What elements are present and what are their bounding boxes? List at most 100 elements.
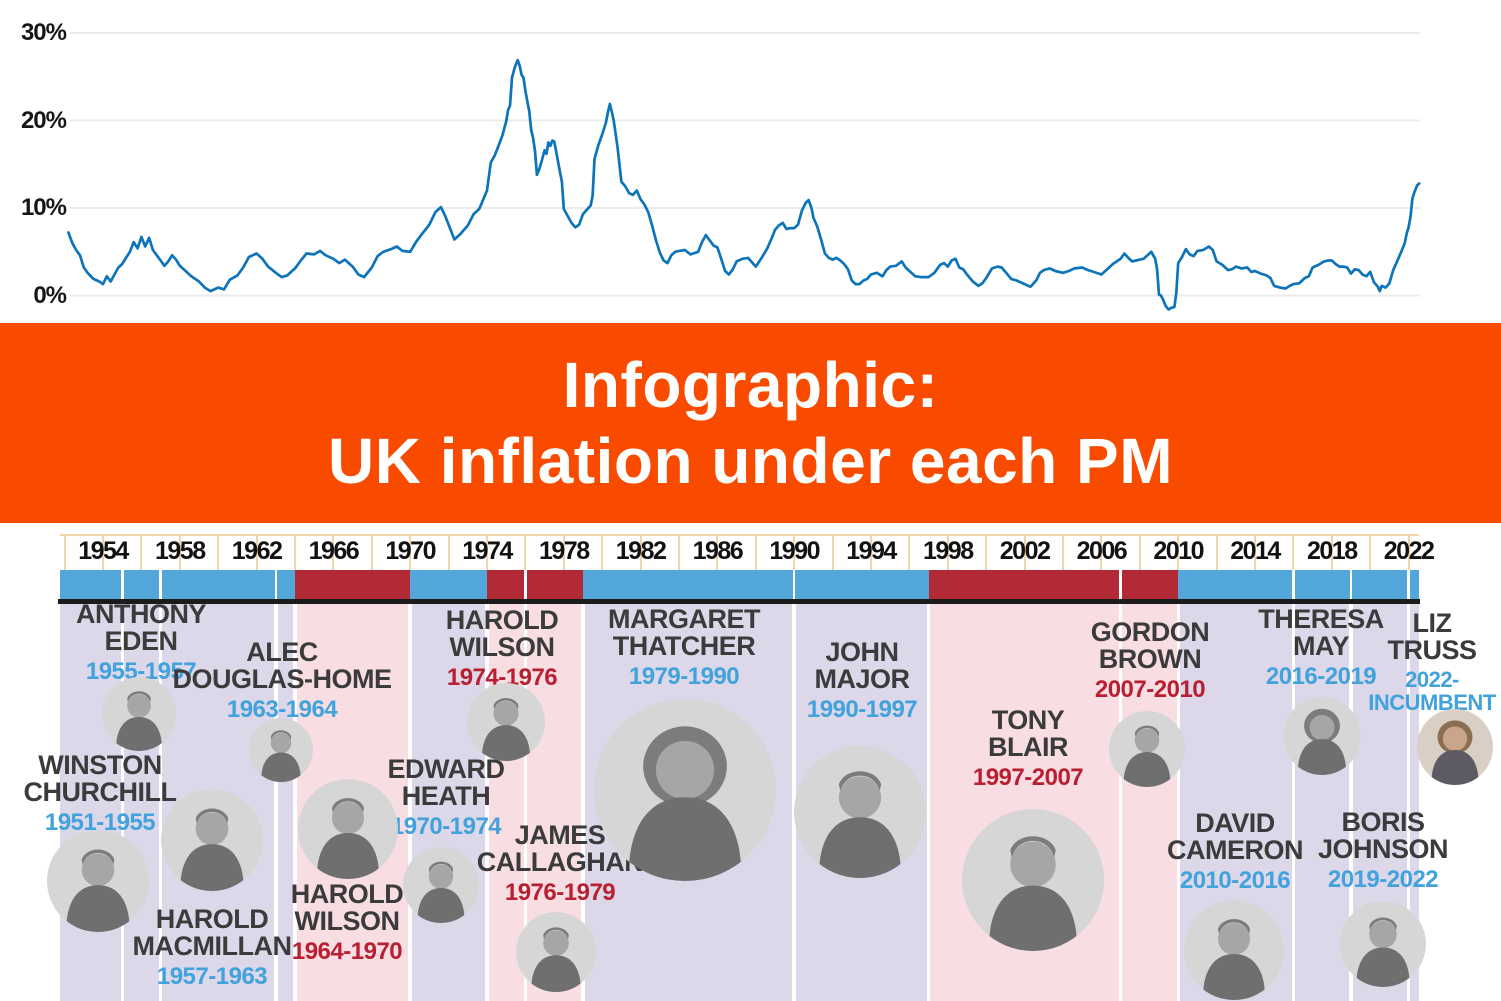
term-divider-line xyxy=(523,604,528,1001)
pm-name: CALLAGHAN xyxy=(476,847,644,877)
pm-name: HAROLD xyxy=(155,904,269,934)
pm-dates: 2016-2019 xyxy=(1265,663,1377,690)
party-bar-segment-john-major xyxy=(794,570,929,599)
pm-dates: 1963-1964 xyxy=(226,696,338,723)
term-divider-line xyxy=(1349,604,1353,1001)
year-strip-separator xyxy=(294,535,296,570)
pm-dates: 2022- xyxy=(1405,667,1459,692)
year-strip-separator xyxy=(985,535,988,570)
party-bar-segment-harold-wilson-2 xyxy=(487,570,526,599)
pm-dates: 1997-2007 xyxy=(972,764,1084,791)
pm-entry-theresa-may: THERESA MAY 2016-2019 xyxy=(1161,606,1481,690)
year-strip-separator xyxy=(946,535,949,570)
james-callaghan-photo xyxy=(516,912,596,992)
pm-dates: 1964-1970 xyxy=(291,938,403,965)
year-strip-separator xyxy=(716,535,719,570)
party-bar-divider xyxy=(1349,570,1353,599)
year-label: 1954 xyxy=(78,537,129,565)
harold-wilson-photo xyxy=(298,779,398,879)
year-strip-separator xyxy=(1254,535,1256,570)
term-divider-line xyxy=(293,604,297,1001)
year-label: 1974 xyxy=(462,537,513,565)
harold-macmillan-photo xyxy=(161,789,263,891)
term-divider-line xyxy=(485,604,489,1001)
year-label: 1970 xyxy=(385,537,436,565)
term-divider-line xyxy=(1406,604,1411,1001)
pm-name: HAROLD xyxy=(290,879,404,909)
inflation-chart-svg xyxy=(67,32,1421,311)
pm-name: ANTHONY xyxy=(76,599,207,629)
year-strip-separator xyxy=(1292,535,1295,570)
term-divider-line xyxy=(792,604,796,1001)
party-bar-segment-harold-macmillan xyxy=(160,570,276,599)
pm-name: GORDON xyxy=(1090,617,1210,647)
pm-name: CAMERON xyxy=(1167,835,1304,865)
party-bar-segment-winston-churchill xyxy=(60,570,123,599)
banner-title-line1: Infographic: xyxy=(562,349,939,421)
year-label: 2002 xyxy=(999,537,1051,565)
y-tick-label: 30% xyxy=(20,19,67,46)
background-band-conservative xyxy=(410,604,487,1001)
pm-entry-harold-wilson-2: HAROLD WILSON 1974-1976 xyxy=(342,607,662,691)
pm-name: TONY xyxy=(991,705,1065,735)
pm-entry-boris-johnson: BORIS JOHNSON 2019-2022 xyxy=(1223,809,1501,893)
party-bar-segment-theresa-may xyxy=(1293,570,1351,599)
tony-blair-photo xyxy=(962,809,1104,951)
year-strip-separator xyxy=(1100,535,1103,570)
year-label: 1994 xyxy=(846,537,897,565)
year-label: 1986 xyxy=(692,537,744,565)
year-strip-separator xyxy=(908,535,911,570)
banner-title-line2: UK inflation under each PM xyxy=(327,425,1174,497)
term-divider-line xyxy=(1291,604,1296,1001)
pm-dates: 2019-2022 xyxy=(1327,866,1439,893)
pm-entry-harold-wilson-1: HAROLD WILSON 1964-1970 xyxy=(187,879,507,965)
year-label: 2014 xyxy=(1230,537,1281,565)
party-bar-divider xyxy=(159,570,162,599)
term-divider-line xyxy=(581,604,585,1001)
pm-entry-anthony-eden: ANTHONY EDEN 1955-1957 xyxy=(0,599,301,685)
year-strip-separator xyxy=(639,535,642,570)
year-strip-separator xyxy=(178,535,181,570)
year-strip-separator xyxy=(831,535,834,570)
harold-wilson-photo xyxy=(467,683,545,761)
year-strip-separator xyxy=(1369,535,1372,570)
pm-name: JOHN xyxy=(825,637,899,667)
pm-name: HEATH xyxy=(401,781,491,811)
year-label: 2018 xyxy=(1306,537,1358,565)
year-label: 1966 xyxy=(308,537,360,565)
year-strip-separator xyxy=(1062,535,1064,570)
pm-name: JOHNSON xyxy=(1317,834,1449,864)
pm-entry-tony-blair: TONY BLAIR 1997-2007 xyxy=(868,705,1188,791)
year-strip-separator xyxy=(1138,535,1141,570)
pm-entry-liz-truss: LIZ TRUSS 2022- INCUMBENT xyxy=(1272,610,1501,715)
pm-entry-john-major: JOHN MAJOR 1990-1997 xyxy=(702,637,1022,723)
pm-name: THATCHER xyxy=(612,631,756,661)
gordon-brown-photo xyxy=(1109,711,1185,787)
pm-name: DOUGLAS-HOME xyxy=(172,664,393,694)
party-bar-segment-liz-truss xyxy=(1408,570,1419,599)
year-label: 1962 xyxy=(231,537,283,565)
party-bar-divider xyxy=(1292,570,1295,599)
year-strip-separator xyxy=(370,535,373,570)
year-strip-separator xyxy=(793,535,796,570)
pm-entry-david-cameron: DAVID CAMERON 2010-2016 xyxy=(1075,810,1395,894)
year-label: 2006 xyxy=(1076,537,1128,565)
pm-entry-winston-churchill: WINSTON CHURCHILL 1951-1955 xyxy=(0,752,260,836)
edward-heath-photo xyxy=(403,847,479,923)
party-bar-segment-edward-heath xyxy=(410,570,487,599)
party-bar-segment-anthony-eden xyxy=(122,570,161,599)
pm-dates: 2010-2016 xyxy=(1179,867,1291,894)
party-bar-segment-boris-johnson xyxy=(1351,570,1409,599)
pm-name: TRUSS xyxy=(1387,635,1477,665)
term-divider-line xyxy=(158,604,163,1001)
pm-dates: INCUMBENT xyxy=(1368,690,1496,715)
year-strip-separator xyxy=(332,535,335,570)
inflation-line-chart: 30% 20% 10% 0% xyxy=(0,0,1501,322)
year-strip-separator xyxy=(1407,535,1410,570)
year-label: 1990 xyxy=(769,537,820,565)
party-bar-divider xyxy=(792,570,796,599)
year-strip-border xyxy=(60,534,1419,536)
year-strip-separator xyxy=(1177,535,1180,570)
pm-name: JAMES xyxy=(514,820,606,850)
